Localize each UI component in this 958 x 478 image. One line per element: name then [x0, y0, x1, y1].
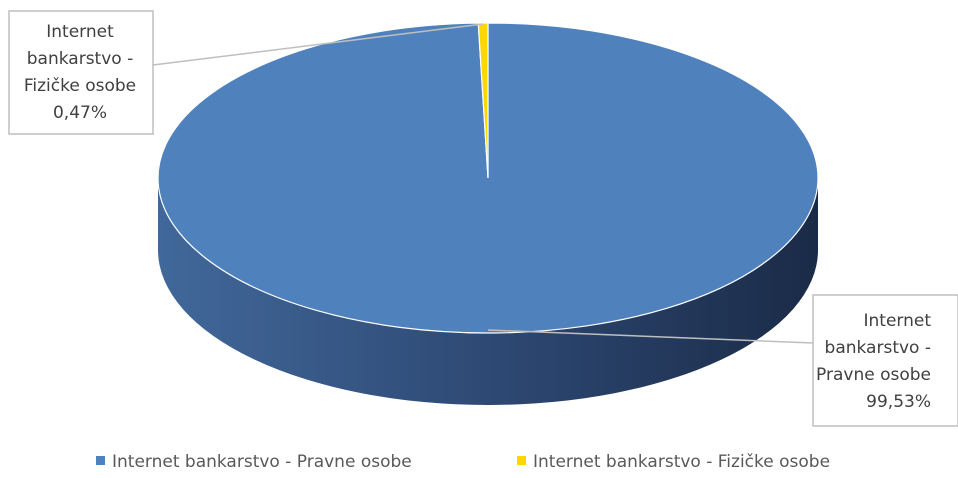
leader-line-0: [487, 329, 814, 344]
legend-label-pravne-osobe: Internet bankarstvo - Pravne osobe: [112, 452, 412, 472]
data-label-line-1-0: Internet: [46, 22, 114, 42]
data-label-line-1-1: bankarstvo -: [27, 49, 133, 69]
chart-legend: Internet bankarstvo - Pravne osobe Inter…: [0, 452, 958, 476]
pie-slice-1: [477, 22, 489, 179]
pie-side-wall: [158, 178, 818, 405]
leader-line-1: [152, 23, 484, 66]
data-label-box-0: [812, 294, 958, 427]
legend-item-pravne-osobe: Internet bankarstvo - Pravne osobe: [96, 452, 412, 472]
pie-layer: [157, 22, 819, 405]
legend-label-fizicke-osobe: Internet bankarstvo - Fizičke osobe: [533, 452, 831, 472]
data-label-line-0-3: 99,53%: [866, 392, 931, 412]
legend-swatch-pravne-osobe: [96, 456, 105, 465]
pie-chart: Internet bankarstvo - Pravne osobe 99,53% In…: [8, 10, 958, 427]
data-label-line-0-2: Pravne osobe: [816, 365, 931, 385]
data-label-line-0-1: bankarstvo -: [825, 338, 931, 358]
legend-item-fizicke-osobe: Internet bankarstvo - Fizičke osobe: [517, 452, 830, 472]
data-label-line-1-2: Fizičke osobe: [24, 76, 136, 96]
legend-swatch-fizicke-osobe: [517, 456, 526, 465]
callout-layer: Internet bankarstvo - Pravne osobe 99,53% In…: [8, 10, 958, 427]
data-label-line-0-0: Internet: [863, 311, 931, 331]
data-label-line-1-3: 0,47%: [53, 103, 107, 123]
data-label-box-1: [8, 10, 154, 135]
